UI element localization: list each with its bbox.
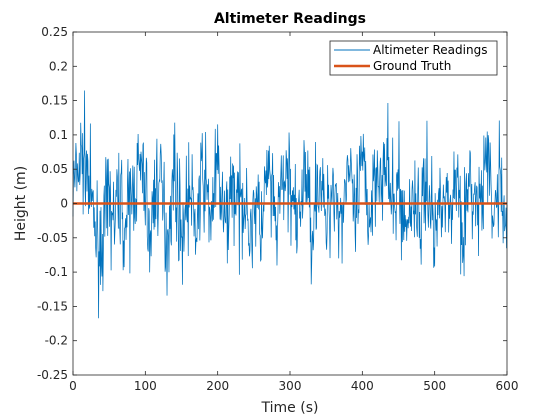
x-tick-label: 600 bbox=[496, 379, 519, 393]
y-tick-label: 0.15 bbox=[41, 94, 68, 108]
x-tick-label: 200 bbox=[206, 379, 229, 393]
legend-entry-ground-truth: Ground Truth bbox=[373, 59, 451, 73]
y-tick-label: 0.2 bbox=[49, 59, 68, 73]
x-tick-label: 100 bbox=[134, 379, 157, 393]
legend-entry-altimeter: Altimeter Readings bbox=[373, 43, 487, 57]
y-tick-label: 0.1 bbox=[49, 128, 68, 142]
y-tick-label: -0.2 bbox=[45, 334, 68, 348]
y-tick-label: -0.15 bbox=[37, 299, 68, 313]
y-tick-label: -0.25 bbox=[37, 368, 68, 382]
y-tick-label: -0.05 bbox=[37, 231, 68, 245]
x-tick-label: 500 bbox=[423, 379, 446, 393]
y-axis-label: Height (m) bbox=[13, 166, 29, 241]
series-layer bbox=[72, 90, 508, 319]
ticks-layer: 0 100 200 300 400 500 600 -0.25 -0.2 -0.15 -0.1 -0.… bbox=[37, 25, 519, 393]
legend-box bbox=[329, 40, 498, 76]
series-altimeter-readings bbox=[72, 90, 508, 319]
y-tick-label: 0 bbox=[60, 197, 68, 211]
y-tick-label: 0.25 bbox=[41, 25, 68, 39]
y-tick-label: 0.05 bbox=[41, 162, 68, 176]
x-tick-label: 400 bbox=[351, 379, 374, 393]
x-tick-label: 300 bbox=[279, 379, 302, 393]
x-tick-label: 0 bbox=[69, 379, 77, 393]
y-tick-label: -0.1 bbox=[45, 265, 68, 279]
x-axis-label: Time (s) bbox=[261, 400, 319, 416]
chart-title: Altimeter Readings bbox=[214, 11, 366, 27]
legend: Altimeter Readings Ground Truth bbox=[329, 40, 498, 76]
